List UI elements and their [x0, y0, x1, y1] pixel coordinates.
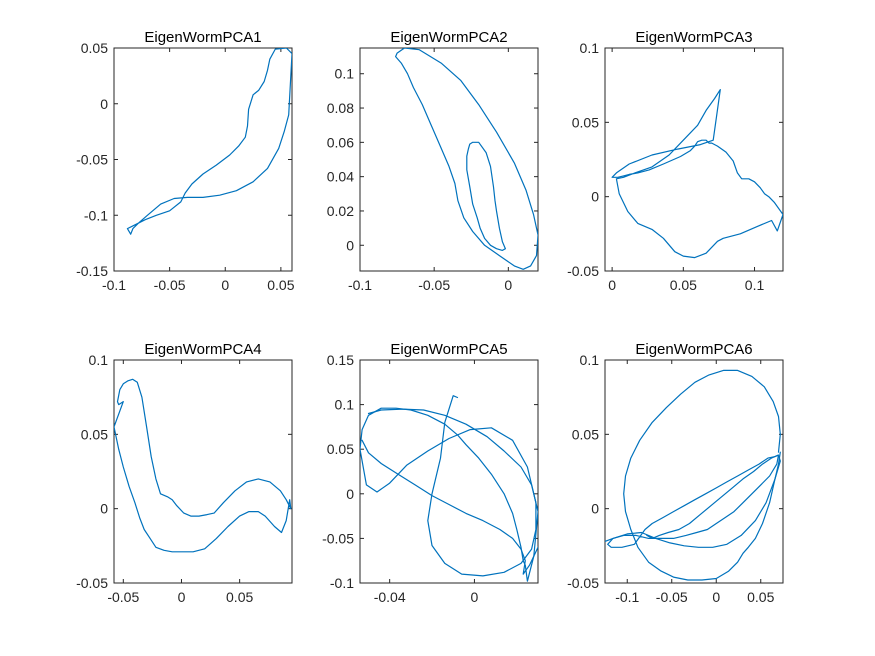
subplot-5-ytick-label: -0.1: [330, 575, 354, 591]
subplot-5-series-1-line: [360, 407, 538, 582]
subplot-1-series-1-line: [126, 48, 292, 235]
subplot-3-xtick-label: 0.1: [745, 277, 765, 293]
subplot-1-ytick-label: -0.05: [76, 152, 108, 168]
subplot-4-series-1-line: [114, 378, 292, 553]
subplot-3-axes-frame: [604, 47, 784, 272]
subplot-2-axes-frame: [359, 47, 539, 272]
subplot-1-ytick-label: -0.1: [84, 207, 108, 223]
subplot-3-series-1-line: [611, 88, 783, 259]
subplot-2-ytick-label: 0.08: [327, 100, 354, 116]
subplot-3-ytick-label: 0.1: [580, 40, 600, 56]
subplot-1-title: EigenWormPCA1: [144, 29, 261, 46]
subplot-grid: EigenWormPCA1-0.1 -0.05 0 0.05-0.15-0.1-0.0…: [76, 29, 784, 605]
subplot-2-ytick-label: 0.02: [327, 203, 354, 219]
subplot-3-xtick-label: 0: [608, 277, 616, 293]
subplot-6-series-3-line: [607, 454, 780, 548]
subplot-1-xtick-label: 0.05: [267, 277, 294, 293]
subplot-5-ytick-label: 0.15: [327, 352, 354, 368]
subplot-5-axes-frame: [359, 359, 539, 584]
subplot-2-series-2-line: [466, 141, 506, 251]
subplot-6: EigenWormPCA6 -0.1 -0.05 0 0.05 -0.05 0 0.05 0.1: [567, 341, 784, 605]
subplot-5-xtick-label: -0.04: [374, 589, 406, 605]
subplot-4-xtick-label: 0: [178, 589, 186, 605]
subplot-3-ytick-label: 0: [591, 189, 599, 205]
subplot-2-xtick-label: -0.05: [418, 277, 450, 293]
subplot-5-series-3-line: [361, 439, 538, 575]
subplot-2-series-1-line: [395, 48, 538, 270]
subplot-6-title: EigenWormPCA6: [635, 341, 752, 358]
subplot-4-ytick-label: 0: [100, 501, 108, 517]
subplot-5-ytick-label: 0: [346, 486, 354, 502]
subplot-6-ytick-label: 0.05: [572, 426, 599, 442]
subplot-1-ytick-label: -0.15: [76, 263, 108, 279]
subplot-1-xtick-label: -0.05: [154, 277, 186, 293]
subplot-2-title: EigenWormPCA2: [390, 29, 507, 46]
subplot-6-xtick-label: -0.1: [615, 589, 639, 605]
subplot-4-ytick-label: 0.05: [81, 426, 108, 442]
subplot-1-xtick-label: -0.1: [102, 277, 126, 293]
subplot-4-xtick-label: 0.05: [226, 589, 253, 605]
subplot-6-axes-frame: [604, 359, 784, 584]
subplot-3-xtick-label: 0.05: [670, 277, 697, 293]
subplot-6-ytick-label: 0: [591, 501, 599, 517]
subplot-6-series-1-line: [623, 369, 781, 581]
subplot-2-ytick-label: 0: [346, 237, 354, 253]
subplot-5-ytick-label: -0.05: [322, 530, 354, 546]
subplot-6-ytick-label: -0.05: [567, 575, 599, 591]
subplot-5-ytick-label: 0.1: [335, 397, 355, 413]
subplot-1: EigenWormPCA1-0.1 -0.05 0 0.05-0.15-0.1-0.0…: [76, 29, 295, 293]
subplot-6-series-2-line: [605, 454, 781, 548]
subplot-4-axes-frame: [113, 359, 293, 584]
subplot-2-ytick-label: 0.06: [327, 134, 354, 150]
subplot-4-title: EigenWormPCA4: [144, 341, 261, 358]
subplot-2-xtick-label: 0: [504, 277, 512, 293]
subplot-5: EigenWormPCA5 -0.04 0 -0.1 -0.05 0 0.05 0.1 0.15: [322, 341, 539, 605]
subplot-3-title: EigenWormPCA3: [635, 29, 752, 46]
subplot-5-title: EigenWormPCA5: [390, 341, 507, 358]
subplot-1-ytick-label: 0: [100, 96, 108, 112]
subplot-5-xtick-label: 0: [471, 589, 479, 605]
subplot-5-series-2-line: [367, 395, 537, 577]
subplot-2-ytick-label: 0.04: [327, 169, 354, 185]
subplot-2-ytick-label: 0.1: [335, 66, 355, 82]
subplot-2: EigenWormPCA2 -0.1 -0.05 0 0 0.02 0.04 0.06 0.08…: [327, 29, 539, 293]
subplot-6-xtick-label: 0.05: [747, 589, 774, 605]
subplot-6-xtick-label: 0: [712, 589, 720, 605]
subplot-1-xtick-label: 0: [221, 277, 229, 293]
subplot-5-ytick-label: 0.05: [327, 441, 354, 457]
subplot-3-ytick-label: 0.05: [572, 114, 599, 130]
subplot-4-ytick-label: -0.05: [76, 575, 108, 591]
subplot-3-ytick-label: -0.05: [567, 263, 599, 279]
subplot-2-xtick-label: -0.1: [348, 277, 372, 293]
subplot-3: EigenWormPCA3 0 0.05 0.1 -0.05 0 0.05 0.1: [567, 29, 784, 293]
subplot-4: EigenWormPCA4 -0.05 0 0.05 -0.05 0 0.05 0.1: [76, 341, 293, 605]
subplot-4-ytick-label: 0.1: [89, 352, 109, 368]
subplot-6-ytick-label: 0.1: [580, 352, 600, 368]
subplot-6-xtick-label: -0.05: [656, 589, 688, 605]
subplot-4-xtick-label: -0.05: [107, 589, 139, 605]
subplot-1-ytick-label: 0.05: [81, 40, 108, 56]
